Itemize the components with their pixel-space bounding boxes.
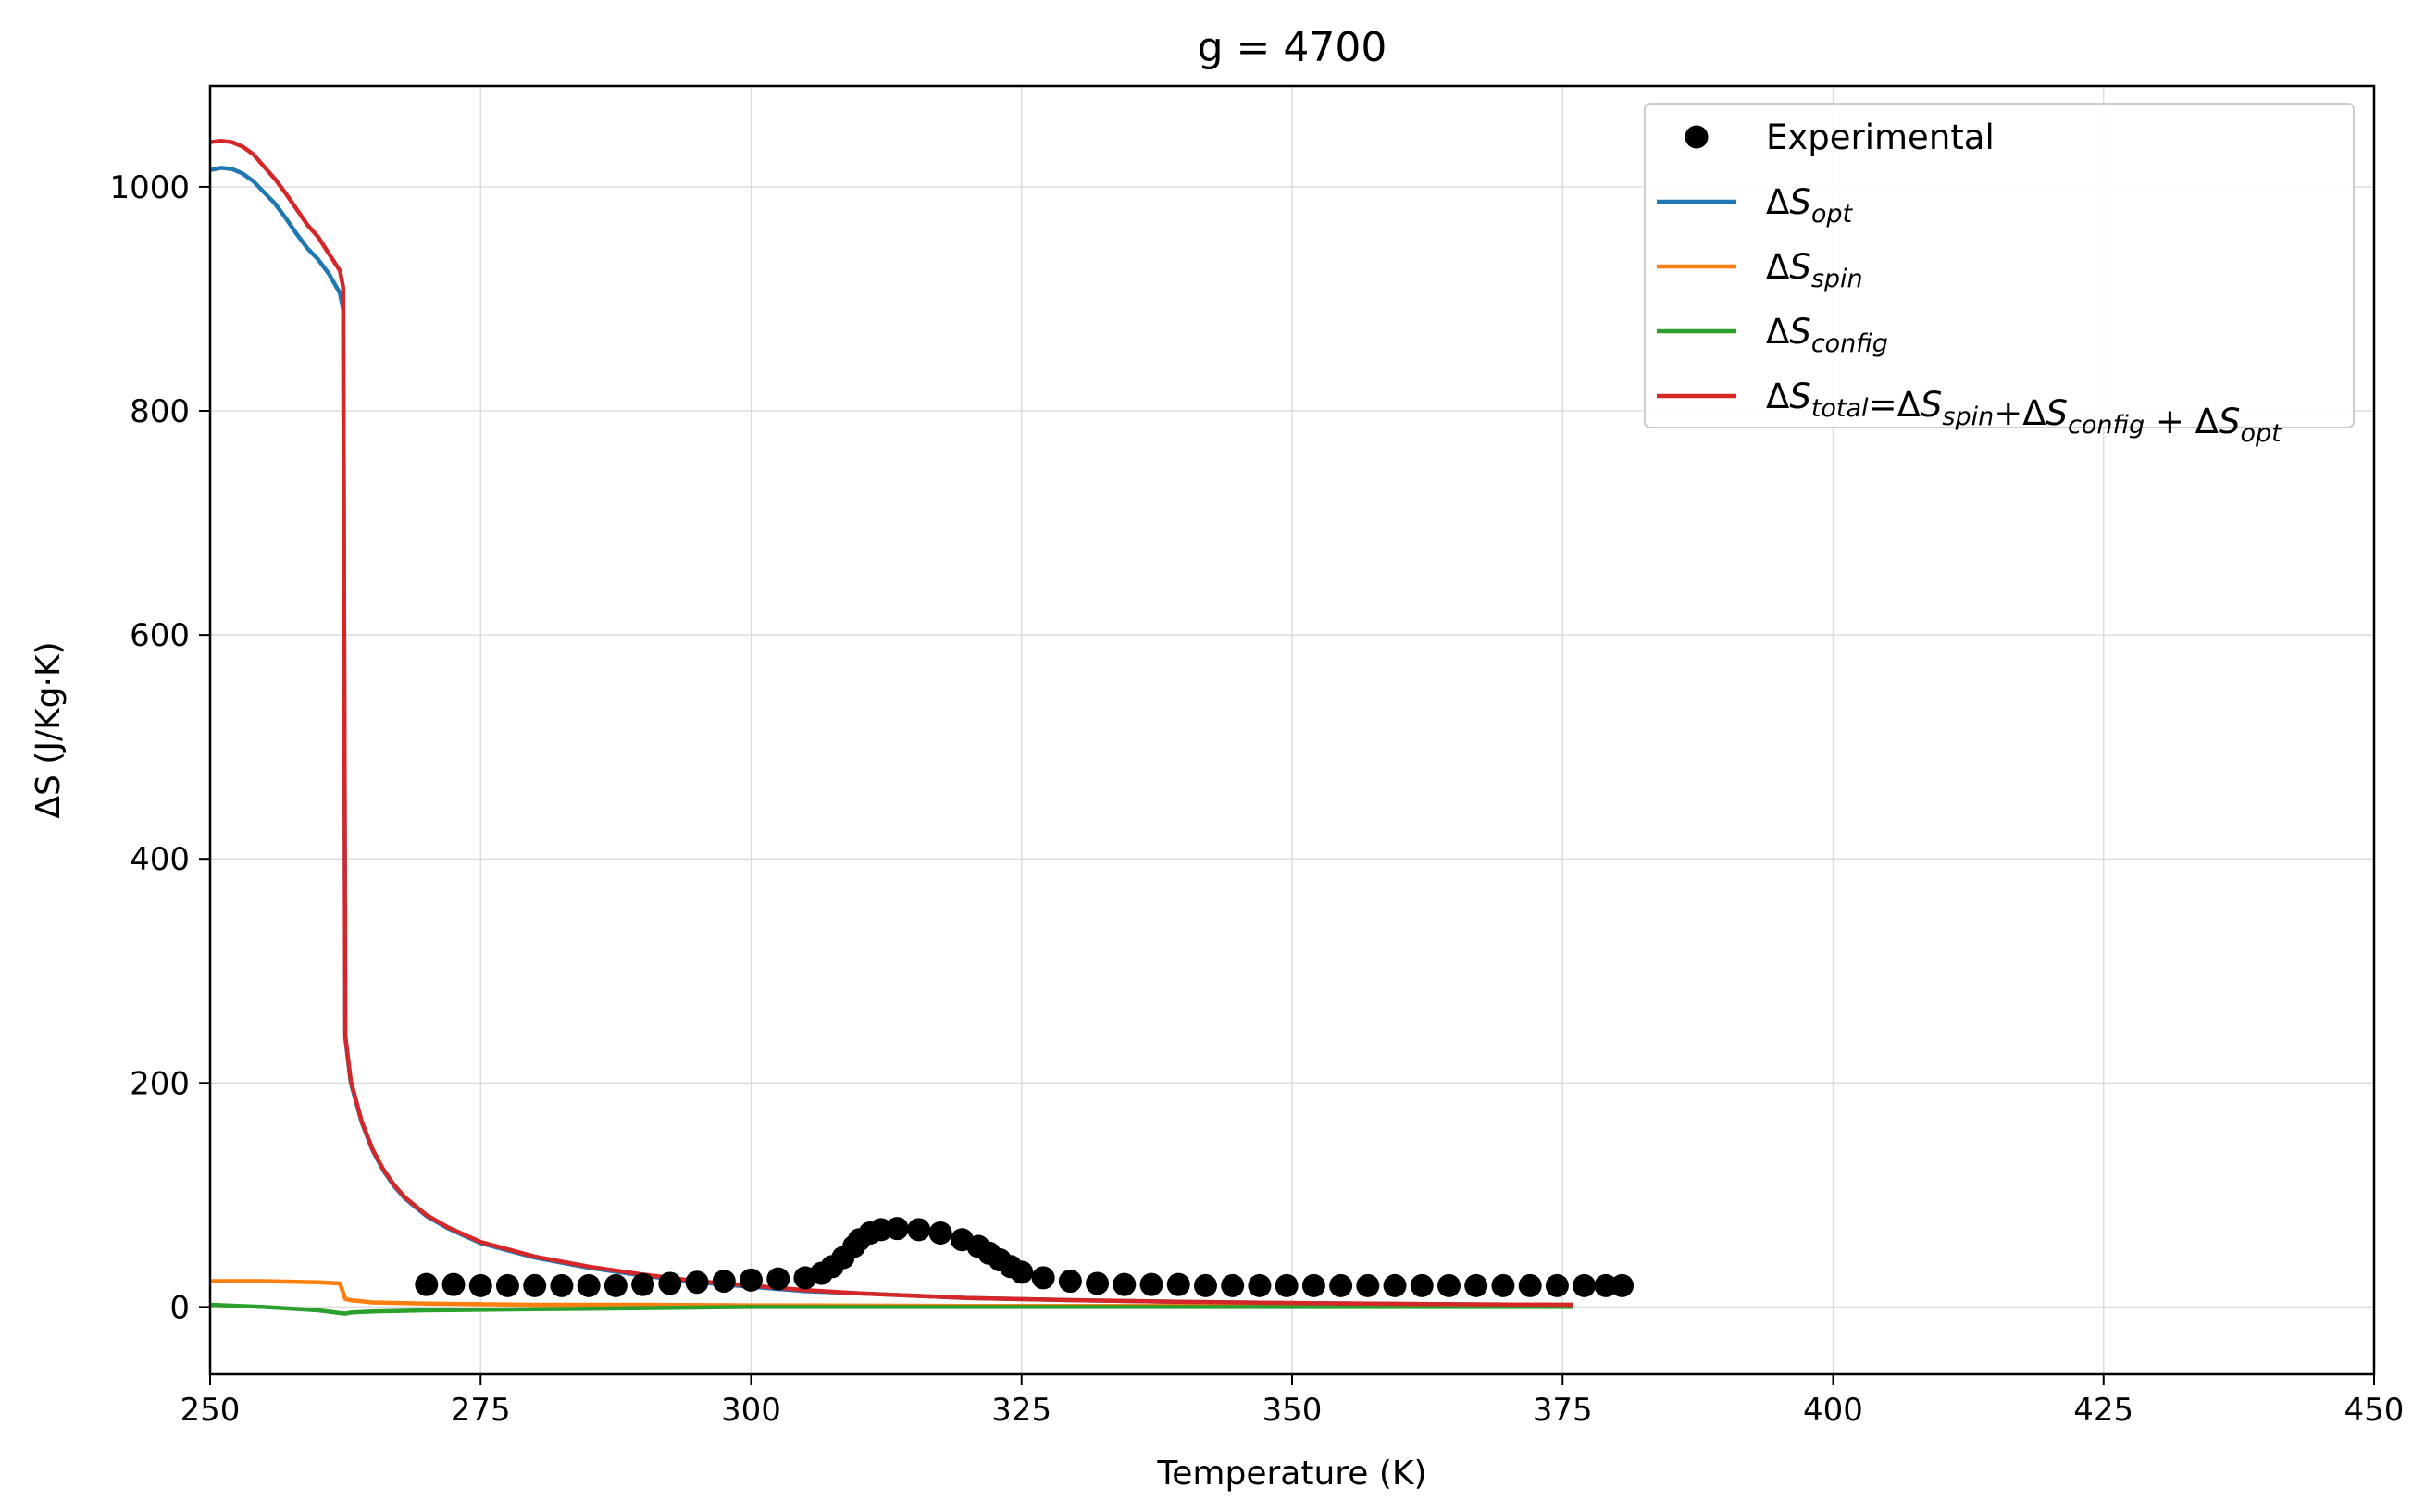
- experimental-point: [1031, 1266, 1055, 1290]
- x-tick-label: 325: [991, 1392, 1051, 1429]
- experimental-point: [1086, 1271, 1110, 1295]
- x-tick-label: 250: [180, 1392, 241, 1429]
- legend-label-opt: ΔSopt: [1766, 182, 1853, 229]
- experimental-point: [523, 1273, 547, 1297]
- x-tick-label: 350: [1262, 1392, 1323, 1429]
- x-tick-label: 450: [2344, 1392, 2405, 1429]
- experimental-point: [631, 1272, 655, 1296]
- data-layer: [210, 139, 1635, 1316]
- experimental-point: [1610, 1273, 1635, 1297]
- experimental-point: [1329, 1273, 1353, 1297]
- x-tick-label: 425: [2073, 1392, 2133, 1429]
- y-tick-label: 200: [130, 1065, 190, 1102]
- experimental-point: [495, 1273, 519, 1297]
- experimental-point: [766, 1267, 790, 1291]
- x-tick-label: 375: [1533, 1392, 1593, 1429]
- experimental-point: [1545, 1273, 1569, 1297]
- y-axis-label: ΔS (J/Kg·K): [30, 641, 68, 818]
- experimental-point: [1464, 1273, 1488, 1297]
- experimental-point: [1518, 1273, 1542, 1297]
- experimental-point: [907, 1218, 931, 1242]
- experimental-point: [1383, 1273, 1407, 1297]
- y-tick-label: 0: [169, 1289, 190, 1326]
- experimental-point: [577, 1273, 601, 1297]
- experimental-point: [1275, 1273, 1299, 1297]
- y-tick-label: 600: [130, 617, 190, 654]
- experimental-point: [928, 1221, 952, 1245]
- experimental-point: [885, 1217, 909, 1241]
- experimental-point: [415, 1272, 439, 1296]
- legend-marker-experimental: [1685, 125, 1709, 149]
- x-tick-label: 275: [451, 1392, 511, 1429]
- series-line-total: [210, 139, 1573, 1308]
- y-tick-label: 400: [130, 841, 190, 878]
- series-line-opt: [210, 166, 1573, 1308]
- y-tick-label: 800: [130, 393, 190, 430]
- experimental-point: [1113, 1272, 1137, 1296]
- experimental-point: [1573, 1273, 1597, 1297]
- experimental-point: [1594, 1273, 1618, 1297]
- experimental-point: [1166, 1272, 1190, 1296]
- experimental-point: [712, 1270, 736, 1294]
- legend-label-spin: ΔSspin: [1766, 247, 1863, 293]
- experimental-point: [1058, 1270, 1082, 1294]
- experimental-point: [1356, 1273, 1380, 1297]
- experimental-point: [740, 1268, 763, 1292]
- chart-title: g = 4700: [1198, 24, 1387, 71]
- experimental-point: [685, 1270, 709, 1295]
- legend: Experimental ΔSopt ΔSspin ΔSconfig ΔStotal=Δ…: [1644, 103, 2355, 448]
- experimental-point: [1221, 1273, 1245, 1297]
- experimental-point: [658, 1271, 682, 1295]
- legend-label-experimental: Experimental: [1766, 118, 1995, 157]
- experimental-point: [468, 1273, 492, 1297]
- experimental-point: [1491, 1273, 1515, 1297]
- x-axis-label: Temperature (K): [1156, 1455, 1426, 1493]
- experimental-point: [1010, 1260, 1034, 1284]
- experimental-point: [441, 1272, 466, 1296]
- x-tick-label: 400: [1803, 1392, 1863, 1429]
- experimental-point: [603, 1273, 628, 1297]
- legend-label-config: ΔSconfig: [1766, 312, 1888, 358]
- experimental-point: [1410, 1273, 1434, 1297]
- experimental-point: [1139, 1272, 1163, 1296]
- experimental-point: [1437, 1273, 1461, 1297]
- legend-box: [1644, 103, 2355, 428]
- y-tick-label: 1000: [109, 169, 190, 206]
- experimental-point: [550, 1273, 574, 1297]
- experimental-point: [1301, 1273, 1325, 1297]
- axis-layer: 250 275 300 325 350 375 400 425 450 0 200 400 600 800…: [109, 169, 2404, 1429]
- series-line-config: [210, 1302, 1573, 1316]
- x-tick-label: 300: [721, 1392, 781, 1429]
- legend-label-total: ΔStotal=ΔSspin+ΔSconfig + ΔSopt: [1766, 377, 2282, 448]
- experimental-point: [1193, 1273, 1217, 1297]
- experimental-point: [1248, 1273, 1272, 1297]
